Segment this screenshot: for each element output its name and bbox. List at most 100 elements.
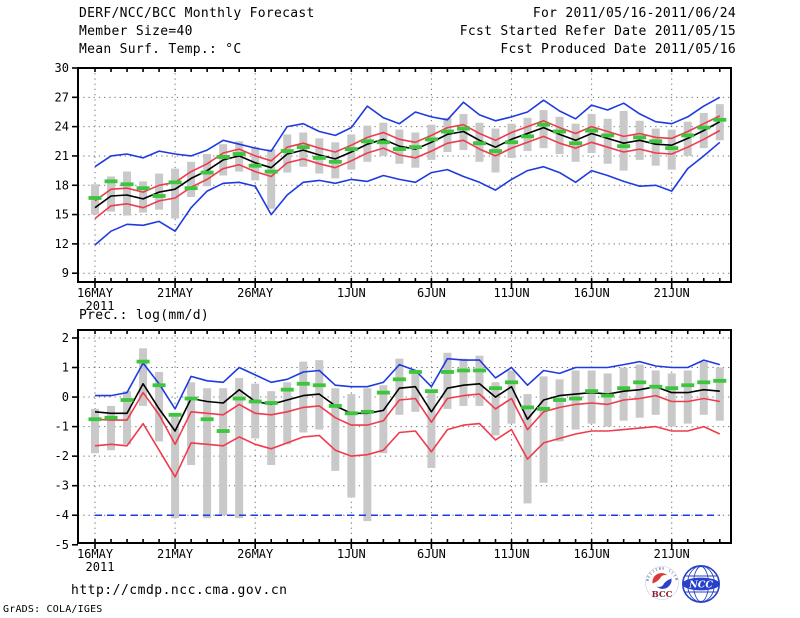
precipitation-log-gray-spread-bar <box>715 367 724 421</box>
mean-surface-temperature-gray-spread-bar <box>315 138 324 174</box>
mean-surface-temperature-green-dash-marker <box>665 146 679 151</box>
precipitation-log-green-dash-marker <box>376 390 390 395</box>
precipitation-log-year-label: 2011 <box>86 560 115 574</box>
precipitation-log-green-dash-marker <box>88 417 102 422</box>
precipitation-log-ytick-label: -4 <box>55 508 69 522</box>
precipitation-log-gray-spread-bar <box>507 370 516 424</box>
precipitation-log-green-dash-marker <box>585 389 599 394</box>
precipitation-log-ytick-label: -5 <box>55 538 69 552</box>
precipitation-log-green-dash-marker <box>216 429 230 433</box>
mean-surface-temperature-green-dash-marker <box>200 170 214 175</box>
mean-surface-temperature-frame <box>77 67 732 283</box>
mean-surface-temperature-xtick-label: 16JUN <box>574 286 610 300</box>
precipitation-log-green-dash-marker <box>120 398 134 402</box>
precipitation-log-gray-spread-bar <box>155 371 164 442</box>
precipitation-log-ytick-label: -3 <box>55 479 69 493</box>
precipitation-log-gray-spread-bar <box>171 414 180 519</box>
mean-surface-temperature-green-dash-marker <box>649 139 663 144</box>
ncc-band <box>682 577 720 591</box>
precipitation-log-ytick-label: -2 <box>55 449 69 463</box>
mean-surface-temperature-green-dash-marker <box>456 126 470 131</box>
precipitation-log-gray-spread-bar <box>427 391 436 468</box>
bcc-blue-swirl <box>656 578 672 589</box>
precipitation-log-red-upper-line <box>94 391 720 446</box>
precipitation-log-gray-spread-bar <box>107 405 116 451</box>
precipitation-log-green-dash-marker <box>248 399 262 404</box>
mean-surface-temperature-green-dash-marker <box>713 117 727 122</box>
precipitation-log-gray-spread-bar <box>379 385 388 454</box>
precipitation-log-xtick-label: 11JUN <box>493 547 529 561</box>
precipitation-log-green-dash-marker <box>617 386 631 391</box>
mean-surface-temperature-green-dash-marker <box>104 179 118 184</box>
bcc-logo-ring <box>645 566 679 600</box>
precipitation-log-green-dash-marker <box>184 396 198 401</box>
precipitation-log-green-dash-marker <box>392 377 406 382</box>
mean-surface-temperature-xtick-label: 1JUN <box>337 286 366 300</box>
mean-surface-temperature-gray-spread-bar <box>523 117 532 152</box>
precipitation-log-xtick-label: 21MAY <box>157 547 194 561</box>
mean-surface-temperature-green-dash-marker <box>216 155 230 159</box>
precipitation-log-gray-spread-bar <box>299 361 308 433</box>
precipitation-log-ytick-label: -1 <box>55 420 69 434</box>
precipitation-log-green-dash-marker <box>136 359 150 364</box>
mean-surface-temperature-green-dash-marker <box>472 141 486 146</box>
precipitation-log-ytick-label: 0 <box>62 390 69 404</box>
mean-surface-temperature-green-dash-marker <box>569 141 583 146</box>
mean-surface-temperature-green-dash-marker <box>553 129 567 134</box>
mean-surface-temperature-red-upper-line <box>94 115 721 202</box>
mean-surface-temperature-gray-spread-bar <box>139 181 148 213</box>
precipitation-log-blue-max-line <box>95 357 721 410</box>
source-url-text: http://cmdp.ncc.cma.gov.cn <box>71 583 288 598</box>
mean-surface-temperature-ytick-label: 9 <box>62 266 69 280</box>
mean-surface-temperature-ytick-label: 15 <box>55 208 69 222</box>
precipitation-log-green-dash-marker <box>440 370 454 374</box>
mean-surface-temperature-green-dash-marker <box>312 155 326 160</box>
mean-surface-temperature-xtick-label: 6JUN <box>417 286 446 300</box>
precipitation-log-green-dash-marker <box>681 383 695 388</box>
mean-surface-temperature-green-dash-marker <box>120 182 134 187</box>
precipitation-log-gray-spread-bar <box>219 388 228 516</box>
precipitation-log-gray-spread-bar <box>459 358 468 406</box>
mean-surface-temperature-green-dash-marker <box>424 137 438 142</box>
precipitation-log-green-dash-marker <box>312 383 326 388</box>
precipitation-log-gray-spread-bar <box>523 394 532 504</box>
mean-surface-temperature-gray-spread-bar <box>603 118 612 164</box>
precipitation-log-green-dash-marker <box>424 389 438 394</box>
mean-surface-temperature-ytick-label: 30 <box>55 61 69 75</box>
precipitation-log-gray-spread-bar <box>635 364 644 418</box>
mean-surface-temperature-green-dash-marker <box>136 186 150 191</box>
mean-surface-temperature-gray-spread-bar <box>411 132 420 168</box>
bcc-red-swirl <box>652 573 668 584</box>
mean-surface-temperature-gray-spread-bar <box>539 110 548 149</box>
precipitation-log-ytick-label: 1 <box>62 361 69 375</box>
precipitation-log-green-dash-marker <box>264 401 278 405</box>
mean-surface-temperature-green-dash-marker <box>681 133 695 138</box>
precipitation-log-gray-spread-bar <box>395 358 404 415</box>
bcc-logo-text: BCC <box>652 590 673 600</box>
precipitation-log-green-dash-marker <box>344 411 358 416</box>
precipitation-log-gray-spread-bar <box>283 382 292 445</box>
mean-surface-temperature-blue-max-line <box>94 96 721 168</box>
mean-surface-temperature-xtick-label: 21JUN <box>654 286 690 300</box>
mean-surface-temperature-gray-spread-bar <box>651 128 660 166</box>
mean-surface-temperature-green-dash-marker <box>392 147 406 152</box>
precipitation-log-green-dash-marker <box>649 384 663 389</box>
mean-surface-temperature-green-dash-marker <box>296 145 310 150</box>
precipitation-log-green-dash-marker <box>200 417 214 422</box>
precipitation-log-green-dash-marker <box>505 380 519 385</box>
precipitation-log-green-dash-marker <box>168 412 182 417</box>
precipitation-log-ytick-label: 2 <box>62 331 69 345</box>
precipitation-log-green-dash-marker <box>408 370 422 374</box>
ncc-logo-text: NCC <box>688 579 713 590</box>
panel2-variable-label: Prec.: log(mm/d) <box>79 308 210 323</box>
precipitation-log-green-dash-marker <box>521 405 535 410</box>
member-size-label: Member Size=40 <box>79 24 193 39</box>
mean-surface-temperature-xtick-label: 26MAY <box>237 286 274 300</box>
mean-surface-temperature-blue-min-line <box>94 141 721 246</box>
mean-surface-temperature-red-lower-line <box>94 129 721 220</box>
mean-surface-temperature-green-dash-marker <box>248 163 262 168</box>
mean-surface-temperature-green-dash-marker <box>697 125 711 130</box>
precipitation-log-gray-spread-bar <box>651 370 660 415</box>
